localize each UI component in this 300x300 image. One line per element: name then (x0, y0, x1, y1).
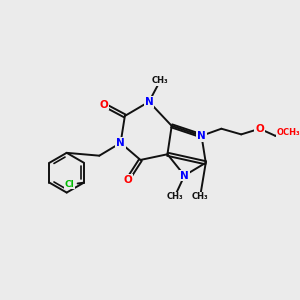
Text: O: O (99, 100, 108, 110)
Text: Cl: Cl (65, 180, 75, 189)
Text: OCH₃: OCH₃ (276, 128, 300, 137)
Text: N: N (145, 97, 153, 107)
Text: N: N (197, 131, 206, 141)
Text: CH₃: CH₃ (166, 192, 183, 201)
Text: N: N (180, 170, 189, 181)
Text: O: O (255, 124, 264, 134)
Text: N: N (116, 138, 125, 148)
Text: CH₃: CH₃ (152, 76, 169, 85)
Text: CH₃: CH₃ (192, 192, 208, 201)
Text: O: O (123, 175, 132, 185)
